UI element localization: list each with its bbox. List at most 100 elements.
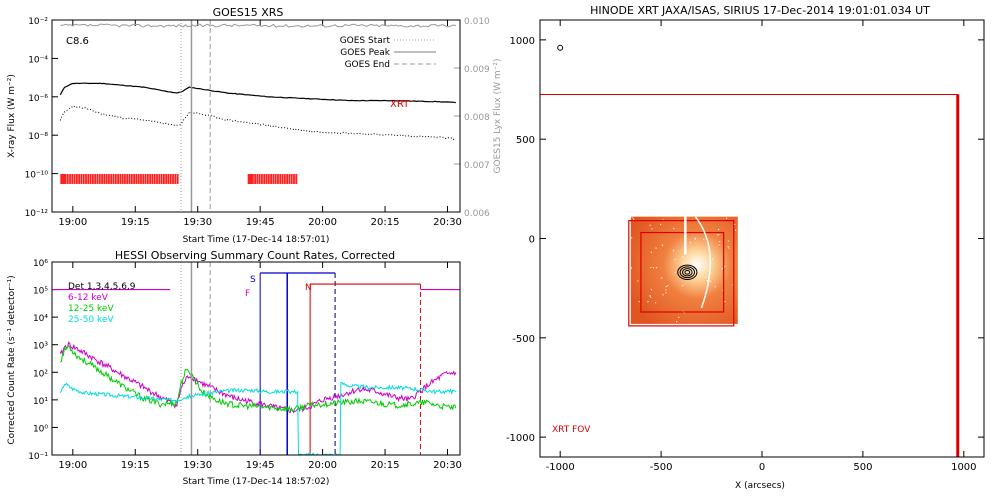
hessi-panel: HESSI Observing Summary Count Rates, Cor… (7, 249, 462, 487)
xrt-speckle (735, 229, 737, 231)
goes-y2-tick-label: 0.006 (464, 209, 490, 219)
xrt-speckle (655, 302, 657, 304)
goes-y2-tick-label: 0.010 (464, 17, 490, 27)
xrt-frame (539, 19, 985, 458)
hessi-y-tick-label: 10³ (33, 342, 48, 352)
hessi-x-tick-label: 19:15 (121, 460, 150, 471)
xrt-title: HINODE XRT JAXA/ISAS, SIRIUS 17-Dec-2014… (590, 4, 930, 17)
goes-x-tick-label: 19:45 (246, 217, 275, 228)
hessi-y-tick-label: 10¹ (33, 397, 48, 407)
xrt-speckle (689, 241, 691, 244)
goes-x-tick-label: 20:15 (371, 217, 400, 228)
xrt-speckle (650, 289, 652, 291)
hessi-frame (51, 261, 461, 456)
xrt-speckle (724, 265, 726, 268)
xrt-speckle (734, 223, 736, 225)
hessi-flag-f: F (245, 289, 250, 299)
goes-xrt-annotation: XRT (390, 99, 410, 110)
hessi-flag-s: S (250, 275, 256, 285)
xrt-speckle (655, 247, 657, 249)
xrt-speckle (727, 240, 729, 242)
xrt-sub-box (640, 231, 725, 313)
xrt-speckle (719, 240, 721, 243)
xrt-speckle (704, 276, 706, 279)
goes-y-tick-label: 10⁻¹⁰ (25, 171, 49, 181)
goes-frame (51, 19, 461, 213)
xrt-speckle (650, 251, 652, 253)
goes-xrt-coverage (247, 174, 298, 184)
hessi-series-line (60, 345, 457, 413)
xrt-speckle (716, 234, 718, 236)
xrt-flare-contour (677, 264, 698, 280)
xrt-speckle (724, 300, 726, 303)
goes-class-label: C8.6 (66, 36, 89, 47)
hessi-y-tick-label: 10⁴ (33, 314, 48, 324)
goes-ylabel: X-ray Flux (W m⁻²) (7, 74, 17, 158)
xrt-speckle (672, 250, 675, 252)
hessi-series-line (59, 381, 457, 457)
xrt-marker (557, 44, 564, 51)
hessi-y-tick-label: 10⁻¹ (28, 452, 48, 462)
xrt-speckle (631, 237, 633, 239)
goes-y2-tick-label: 0.008 (464, 113, 490, 123)
xrt-speckle (661, 244, 664, 246)
xrt-fov-label: XRT FOV (552, 425, 591, 435)
hessi-x-tick-label: 19:45 (246, 460, 275, 471)
xrt-speckle (694, 237, 697, 239)
xrt-speckle (694, 238, 696, 240)
xrt-y-tick-label: -500 (512, 334, 535, 345)
hessi-legend-det: Det 1,3,4,5,6,9 (68, 282, 136, 292)
xrt-y-tick-label: 1000 (510, 36, 535, 47)
xrt-speckle (692, 257, 694, 259)
xrt-speckle (638, 301, 640, 303)
goes-legend: GOES Start GOES Peak GOES End (340, 36, 436, 70)
hessi-x-tick-label: 20:15 (371, 460, 400, 471)
xrt-speckle (661, 277, 663, 279)
hessi-legend-12-25: 12-25 keV (68, 304, 114, 314)
goes-long-channel-line (59, 82, 456, 104)
goes-legend-start: GOES Start (340, 36, 391, 46)
goes-xlabel: Start Time (17-Dec-14 18:57:01) (183, 235, 330, 245)
xrt-speckle (649, 296, 652, 298)
xrt-x-tick-label: 0 (759, 462, 765, 473)
hessi-flag-n: N (305, 283, 312, 293)
hessi-title: HESSI Observing Summary Count Rates, Cor… (115, 249, 395, 262)
xrt-speckle (698, 270, 700, 272)
xrt-speckle (712, 258, 714, 260)
xrt-speckle (728, 247, 730, 249)
goes-y-tick-label: 10⁻⁴ (28, 55, 48, 65)
hessi-y-tick-label: 10⁵ (33, 287, 48, 297)
xrt-speckle (717, 228, 720, 231)
xrt-limb-arc (694, 216, 711, 309)
xrt-speckle (637, 280, 639, 282)
hessi-y-tick-label: 10⁶ (33, 259, 48, 269)
xrt-speckle (652, 267, 655, 269)
xrt-speckle (727, 245, 729, 248)
goes-xrt-coverage (60, 174, 179, 184)
goes-ylabel2: GOES15 Lyx Flux (W m⁻²) (493, 59, 503, 174)
xrt-speckle (631, 216, 633, 219)
hessi-series-line (59, 341, 457, 414)
xrt-speckle (660, 223, 662, 226)
xrt-speckle (651, 228, 653, 230)
xrt-speckle (662, 294, 664, 296)
hessi-x-tick-label: 19:00 (58, 460, 87, 471)
goes-y-tick-label: 10⁻¹² (25, 209, 49, 219)
xrt-speckle (633, 218, 635, 220)
xrt-speckle (706, 280, 708, 282)
xrt-speckle (682, 256, 684, 258)
goes-x-tick-label: 19:15 (121, 217, 150, 228)
hessi-x-tick-label: 20:30 (433, 460, 462, 471)
xrt-x-tick-label: -500 (650, 462, 673, 473)
xrt-speckle (649, 224, 651, 226)
hessi-y-tick-label: 10² (33, 369, 48, 379)
xrt-y-tick-label: 0 (529, 235, 535, 246)
xrt-speckle (630, 267, 633, 269)
hessi-plot-area: 19:00 19:15 19:30 19:45 20:00 20:15 20:30 10⁶ 10… (28, 259, 462, 471)
xrt-speckle (647, 301, 649, 303)
goes-y-tick-label: 10⁻⁶ (28, 94, 48, 104)
xrt-speckle (674, 272, 676, 274)
xrt-speckle (665, 292, 667, 294)
xrt-speckle (714, 286, 716, 288)
